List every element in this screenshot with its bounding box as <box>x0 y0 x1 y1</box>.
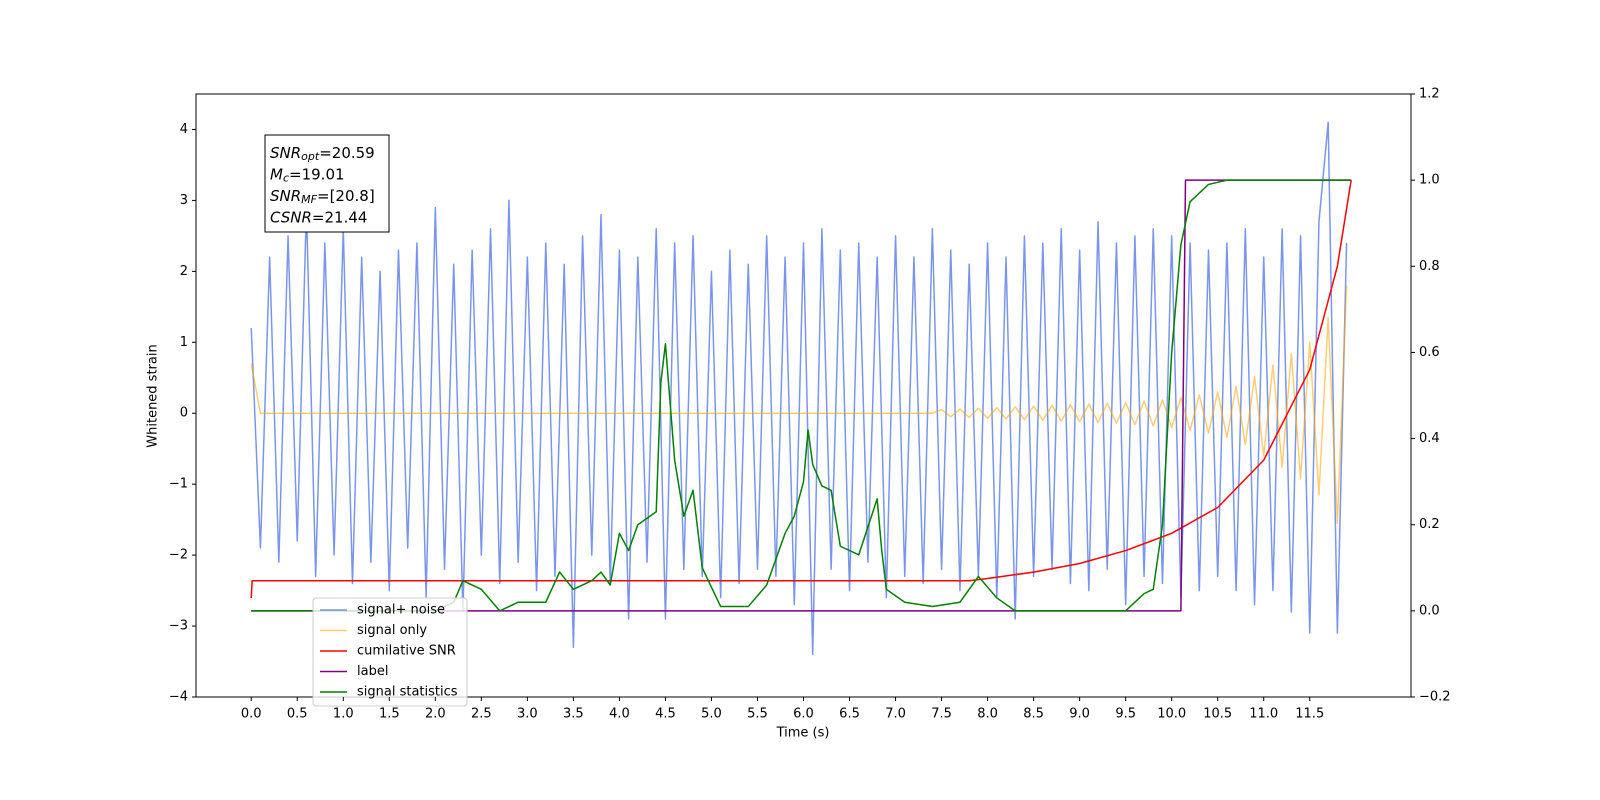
x-tick-label: 3.5 <box>563 707 584 722</box>
x-axis-label: Time (s) <box>776 726 830 741</box>
legend-label: label <box>357 664 388 679</box>
x-tick-label: 10.0 <box>1157 707 1186 722</box>
annotation-line: Mc=19.01 <box>270 165 345 185</box>
annotation-symbol: M <box>270 165 283 183</box>
x-tick-label: 7.0 <box>885 707 906 722</box>
y2-tick-label: 0.0 <box>1419 603 1440 618</box>
annotation-symbol: CSNR <box>270 208 312 226</box>
x-tick-label: 7.5 <box>931 707 952 722</box>
y2-tick-label: −0.2 <box>1419 690 1451 705</box>
series-line <box>250 285 1348 524</box>
x-tick-label: 11.0 <box>1249 707 1278 722</box>
y-tick-label: 4 <box>180 122 188 137</box>
legend <box>312 597 468 707</box>
x-tick-label: 6.5 <box>839 707 860 722</box>
x-tick-label: 0.5 <box>287 707 308 722</box>
x-tick-label: 2.5 <box>471 707 492 722</box>
annotation-subscript: opt <box>301 150 320 163</box>
y-tick-label: 1 <box>180 335 188 350</box>
y-tick-label: −1 <box>169 477 188 492</box>
annotation-value: =20.59 <box>319 144 375 162</box>
x-tick-label: 8.0 <box>977 707 998 722</box>
legend-label: signal statistics <box>357 685 458 700</box>
y-tick-label: 2 <box>180 264 188 279</box>
x-tick-label: 5.0 <box>701 707 722 722</box>
y2-tick-label: 0.2 <box>1419 517 1440 532</box>
legend-label: signal+ noise <box>357 603 445 618</box>
y2-tick-label: 0.6 <box>1419 345 1440 360</box>
y-tick-label: −4 <box>169 690 188 705</box>
plot-area <box>250 121 1352 656</box>
annotation-line: SNRopt=20.59 <box>270 144 375 164</box>
y2-tick-label: 1.0 <box>1419 173 1440 188</box>
y-tick-label: 0 <box>180 406 188 421</box>
y-tick-label: −3 <box>169 619 188 634</box>
x-tick-label: 0.0 <box>241 707 262 722</box>
x-tick-label: 2.0 <box>425 707 446 722</box>
series-line <box>251 179 1352 612</box>
x-tick-label: 6.0 <box>793 707 814 722</box>
x-tick-label: 4.5 <box>655 707 676 722</box>
series-line <box>250 180 1352 598</box>
legend-label: signal only <box>357 623 427 638</box>
x-tick-label: 8.5 <box>1023 707 1044 722</box>
x-tick-label: 1.0 <box>333 707 354 722</box>
annotation-value: =21.44 <box>312 208 368 226</box>
annotation-subscript: MF <box>301 193 317 206</box>
annotation-value: =[20.8] <box>317 187 375 205</box>
annotation-line: SNRMF=[20.8] <box>270 187 375 207</box>
annotation-line: CSNR=21.44 <box>270 208 367 226</box>
y2-tick-label: 1.2 <box>1419 87 1440 102</box>
annotation-subscript: c <box>283 172 289 185</box>
annotation-symbol: SNR <box>270 187 301 205</box>
x-tick-label: 1.5 <box>379 707 400 722</box>
legend-entries: signal+ noise signal only cumilative SNR la… <box>320 603 458 700</box>
x-tick-label: 5.5 <box>747 707 768 722</box>
x-tick-label: 3.0 <box>517 707 538 722</box>
x-tick-label: 11.5 <box>1295 707 1324 722</box>
annotation-value: =19.01 <box>289 165 345 183</box>
y2-tick-label: 0.8 <box>1419 259 1440 274</box>
legend-label: cumilative SNR <box>357 644 456 659</box>
y-tick-label: 3 <box>180 193 188 208</box>
annotation: SNRopt=20.59Mc=19.01SNRMF=[20.8]CSNR=21.… <box>270 144 375 227</box>
annotation-box <box>264 134 390 233</box>
x-tick-label: 10.5 <box>1203 707 1232 722</box>
series-line <box>250 121 1348 656</box>
x-tick-label: 4.0 <box>609 707 630 722</box>
x-tick-label: 9.0 <box>1069 707 1090 722</box>
annotation-symbol: SNR <box>270 144 301 162</box>
x-tick-label: 9.5 <box>1115 707 1136 722</box>
y-tick-label: −2 <box>169 548 188 563</box>
y2-tick-label: 0.4 <box>1419 431 1440 446</box>
y-axis-label: Whitened strain <box>146 344 161 447</box>
